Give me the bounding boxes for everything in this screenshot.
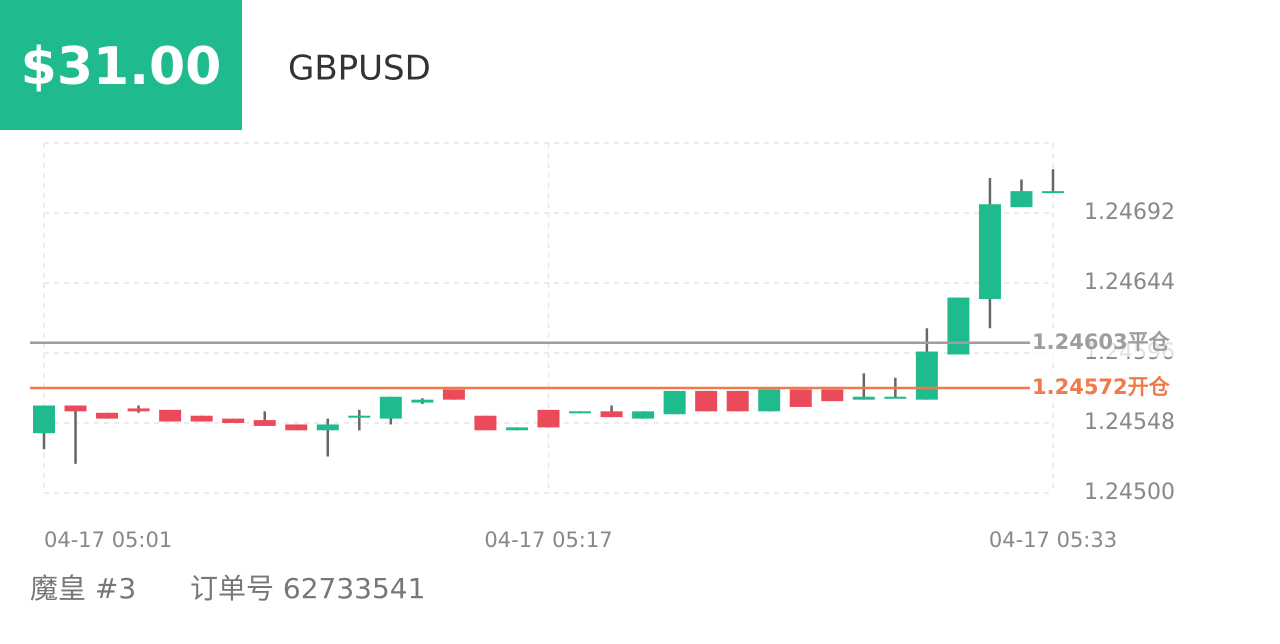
candle-body [695,390,718,412]
x-tick-label: 04-17 05:01 [44,528,172,552]
candle-body [285,424,308,431]
price-line-label: 1.24572开仓 [1032,375,1171,399]
candle-body [915,351,938,400]
y-tick-label: 1.24692 [1084,200,1175,225]
price-line-value: 1.24572 [1032,375,1128,399]
candle-body [978,204,1001,300]
amount-box [0,0,242,130]
price-line-label: 1.24603平仓 [1032,330,1171,354]
candle-body [379,396,402,419]
candle-body [821,389,844,402]
account-name: 魔皇 #3 [30,572,136,605]
candle-body [852,396,875,400]
candle-body [96,412,119,419]
candle-body [505,427,528,431]
candle-body [663,390,686,415]
candle-body [33,405,55,434]
price-line-value: 1.24603 [1032,330,1128,354]
candle-body [1042,191,1064,194]
y-tick-label: 1.24548 [1084,410,1175,435]
price-line-text: 平仓 [1128,330,1171,354]
y-tick-label: 1.24644 [1084,270,1175,295]
candle-body [758,389,781,412]
y-tick-label: 1.24500 [1084,480,1175,505]
candle-body [316,424,339,431]
candle-body [474,415,497,431]
candle-body [537,409,560,428]
price-label-bg [1030,328,1178,357]
candle-body [348,415,371,418]
order-number: 订单号 62733541 [190,572,425,605]
candle-body [411,399,434,403]
candle-body [569,411,592,414]
candle-body [947,297,970,355]
candle-body [253,420,276,426]
candle-body [884,396,907,399]
candle-body [127,408,150,412]
candle-body [726,390,749,412]
symbol: GBPUSD [288,49,431,89]
candle-body [442,389,465,400]
candle-body [632,411,655,419]
x-tick-label: 04-17 05:33 [989,528,1117,552]
candle-body [190,415,213,422]
candle-body [1010,191,1033,208]
candle-body [789,389,812,407]
candle-body [159,409,182,422]
candle-body [600,411,623,418]
price-label-bg [1030,374,1178,402]
price-line-text: 开仓 [1128,375,1171,399]
amount: $31.00 [21,37,222,97]
candle-body [64,405,87,412]
candle-body [222,418,245,423]
x-tick-label: 04-17 05:17 [484,528,612,552]
